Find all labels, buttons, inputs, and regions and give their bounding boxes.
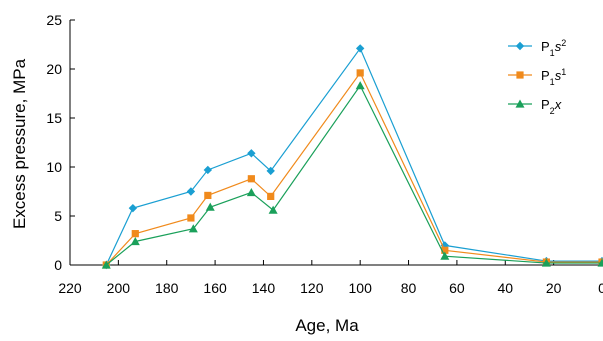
data-point bbox=[129, 204, 137, 212]
series-line bbox=[106, 86, 602, 265]
legend-item-P2x: P2x bbox=[508, 97, 562, 116]
y-tick-label: 10 bbox=[46, 159, 62, 175]
data-point bbox=[247, 188, 256, 196]
legend-marker bbox=[516, 42, 524, 50]
legend-item-P1s1: P1s1 bbox=[508, 67, 566, 87]
series-line bbox=[106, 73, 602, 265]
y-tick-label: 0 bbox=[54, 257, 62, 273]
y-axis-label: Excess pressure, MPa bbox=[10, 58, 29, 229]
y-tick-label: 15 bbox=[46, 110, 62, 126]
series-P1s2 bbox=[102, 44, 603, 269]
data-point bbox=[187, 214, 194, 221]
y-tick-label: 20 bbox=[46, 61, 62, 77]
x-tick-label: 160 bbox=[203, 280, 227, 296]
legend-label: P2x bbox=[541, 97, 562, 116]
legend: P1s2 P1s1 P2x bbox=[508, 38, 566, 116]
x-tick-label: 180 bbox=[155, 280, 179, 296]
x-tick-label: 40 bbox=[497, 280, 513, 296]
legend-marker bbox=[516, 71, 523, 78]
data-point bbox=[204, 192, 211, 199]
series-P2x bbox=[102, 81, 603, 268]
x-tick-label: 0 bbox=[598, 280, 603, 296]
x-tick-label: 220 bbox=[58, 280, 82, 296]
y-tick-label: 25 bbox=[46, 12, 62, 28]
x-tick-label: 100 bbox=[349, 280, 373, 296]
data-point bbox=[206, 203, 215, 211]
data-point bbox=[248, 175, 255, 182]
data-point bbox=[357, 69, 364, 76]
y-tick-label: 5 bbox=[54, 208, 62, 224]
series-layer bbox=[102, 44, 603, 269]
x-tick-label: 120 bbox=[300, 280, 324, 296]
data-point bbox=[356, 44, 364, 52]
x-tick-label: 140 bbox=[252, 280, 276, 296]
series-P1s1 bbox=[103, 69, 603, 268]
x-tick-label: 60 bbox=[449, 280, 465, 296]
legend-label: P1s1 bbox=[541, 67, 566, 87]
x-tick-label: 200 bbox=[107, 280, 131, 296]
legend-item-P1s2: P1s2 bbox=[508, 38, 566, 58]
data-point bbox=[267, 193, 274, 200]
legend-label: P1s2 bbox=[541, 38, 566, 58]
x-tick-label: 80 bbox=[401, 280, 417, 296]
data-point bbox=[356, 81, 365, 89]
x-tick-label: 20 bbox=[546, 280, 562, 296]
x-axis-label: Age, Ma bbox=[295, 316, 359, 335]
data-point bbox=[132, 230, 139, 237]
